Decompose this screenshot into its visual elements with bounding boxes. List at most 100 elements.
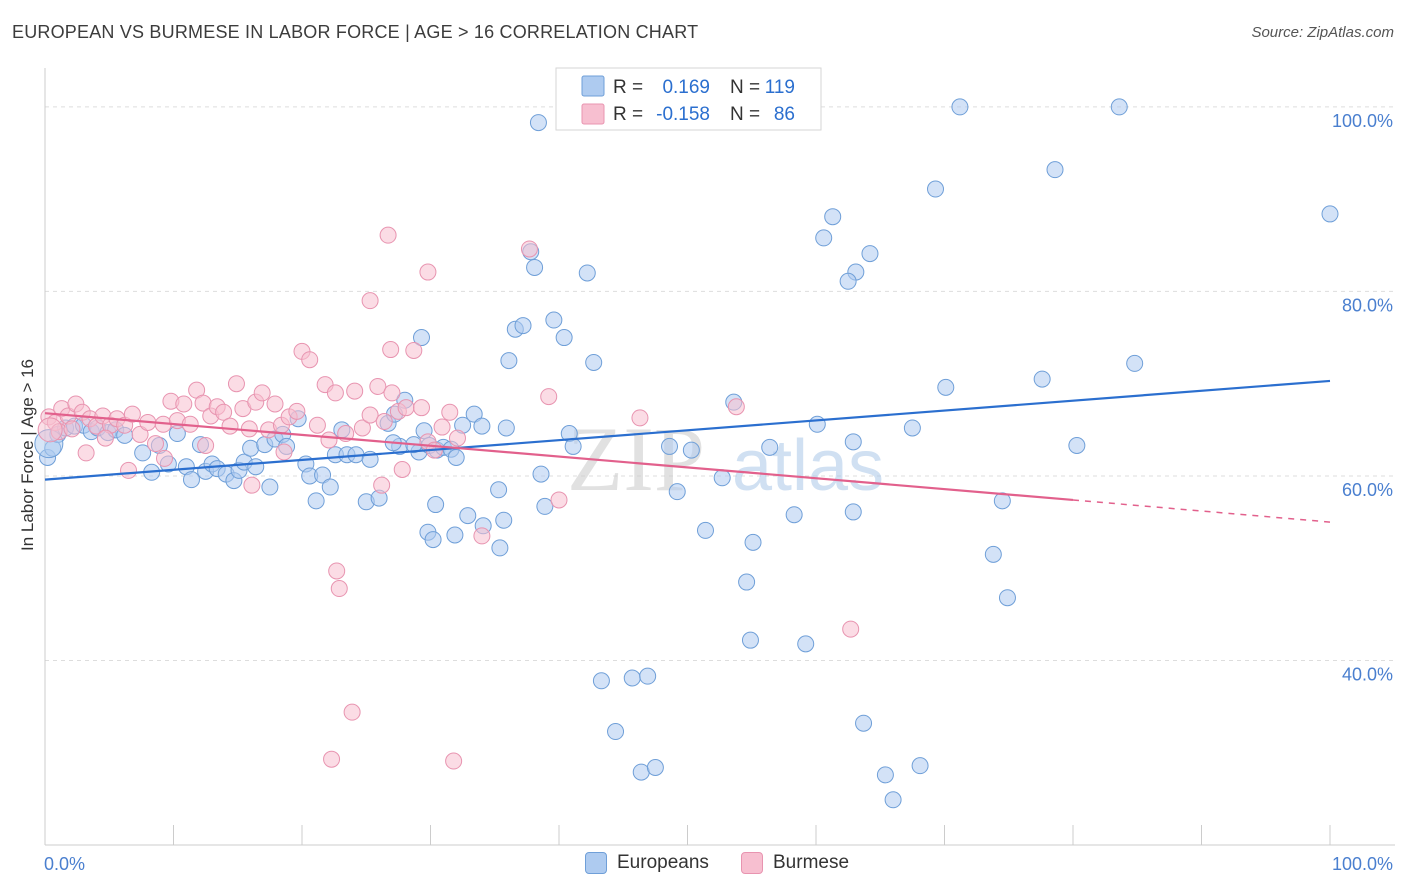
legend-swatch-europeans (581, 75, 605, 97)
burmese-point (540, 388, 558, 406)
burmese-point (326, 384, 344, 402)
europeans-point (427, 496, 445, 514)
europeans-point (682, 441, 700, 459)
burmese-point (373, 476, 391, 494)
europeans-point (564, 437, 582, 455)
burmese-trend-line (44, 412, 1074, 502)
burmese-point (520, 240, 538, 258)
europeans-point (585, 353, 603, 371)
europeans-point (532, 465, 550, 483)
burmese-point (419, 263, 437, 281)
burmese-point (441, 403, 459, 421)
legend-swatch-burmese (581, 103, 605, 125)
legend-n-label-bu: N = (730, 104, 760, 125)
europeans-point (465, 405, 483, 423)
burmese-point (842, 620, 860, 638)
burmese-point (445, 752, 463, 770)
europeans-point (744, 533, 762, 551)
burmese-point (369, 377, 387, 395)
legend-label-europeans: Europeans (617, 852, 709, 873)
burmese-point (382, 341, 400, 359)
y-tick-label: 100.0% (1332, 111, 1393, 131)
burmese-point (375, 413, 393, 431)
europeans-point (844, 433, 862, 451)
europeans-point (424, 531, 442, 549)
burmese-point (308, 416, 326, 434)
burmese-point (275, 443, 293, 461)
europeans-point (536, 497, 554, 515)
x-tick-label-max: 100.0% (1332, 854, 1393, 874)
europeans-point (797, 635, 815, 653)
europeans-point (884, 791, 902, 809)
burmese-point (379, 226, 397, 244)
europeans-point (632, 763, 650, 781)
europeans-point (713, 469, 731, 487)
legend-label-burmese: Burmese (773, 852, 850, 873)
burmese-point (227, 375, 245, 393)
burmese-point (131, 425, 149, 443)
burmese-point (266, 395, 284, 413)
burmese-point (123, 405, 141, 423)
europeans-point (623, 669, 641, 687)
europeans-point (861, 245, 879, 263)
europeans-point (844, 503, 862, 521)
europeans-point (876, 766, 894, 784)
burmese-point (393, 460, 411, 478)
legend-item-europeans[interactable]: Europeans (585, 852, 709, 874)
burmese-point (253, 384, 271, 402)
europeans-point (529, 114, 547, 132)
stats-legend: R = 0.169 N = 119 R = -0.158 N = 86 (555, 67, 822, 131)
burmese-point (550, 491, 568, 509)
burmese-point (77, 444, 95, 462)
x-tick-labels: 0.0% 100.0% (44, 854, 1393, 874)
legend-swatch-europeans (585, 852, 607, 874)
legend-r-value-bu: -0.158 (656, 104, 710, 125)
europeans-point (607, 723, 625, 741)
legend-n-value-eu: 119 (765, 77, 795, 98)
europeans-point (491, 539, 509, 557)
legend-r-label-eu: R = (613, 77, 643, 98)
burmese-point (37, 417, 63, 443)
burmese-trend-extension (1072, 499, 1331, 523)
legend-item-burmese[interactable]: Burmese (741, 852, 849, 874)
europeans-point (815, 229, 833, 247)
burmese-point (727, 398, 745, 416)
europeans-point (134, 444, 152, 462)
europeans-point (495, 511, 513, 529)
europeans-point (555, 329, 573, 347)
burmese-point (397, 399, 415, 417)
europeans-point (951, 98, 969, 116)
europeans-point (242, 439, 260, 457)
europeans-point (903, 419, 921, 437)
europeans-point (998, 589, 1016, 607)
burmese-point (215, 403, 233, 421)
europeans-point (696, 521, 714, 539)
europeans-point (1046, 161, 1064, 179)
y-tick-labels: 40.0% 60.0% 80.0% 100.0% (1332, 111, 1393, 685)
burmese-point (96, 429, 114, 447)
europeans-point (490, 481, 508, 499)
europeans-point (785, 506, 803, 524)
burmese-point (346, 382, 364, 400)
y-tick-label: 60.0% (1342, 480, 1393, 500)
europeans-point (497, 419, 515, 437)
europeans-point (1110, 98, 1128, 116)
europeans-point (937, 378, 955, 396)
europeans-point (1126, 354, 1144, 372)
grid-lines (45, 106, 1395, 661)
europeans-point (646, 759, 664, 776)
burmese-point (301, 351, 319, 369)
europeans-point (741, 631, 759, 649)
europeans-point (1068, 437, 1086, 455)
europeans-point (927, 180, 945, 198)
europeans-point (984, 545, 1002, 563)
legend-n-value-bu: 86 (774, 104, 795, 125)
burmese-point (433, 418, 451, 436)
europeans-point (473, 417, 491, 435)
europeans-points (34, 98, 1339, 809)
watermark-atlas: atlas (732, 426, 884, 506)
europeans-point (526, 258, 544, 276)
europeans-point (413, 329, 431, 347)
trend-lines (44, 379, 1331, 523)
